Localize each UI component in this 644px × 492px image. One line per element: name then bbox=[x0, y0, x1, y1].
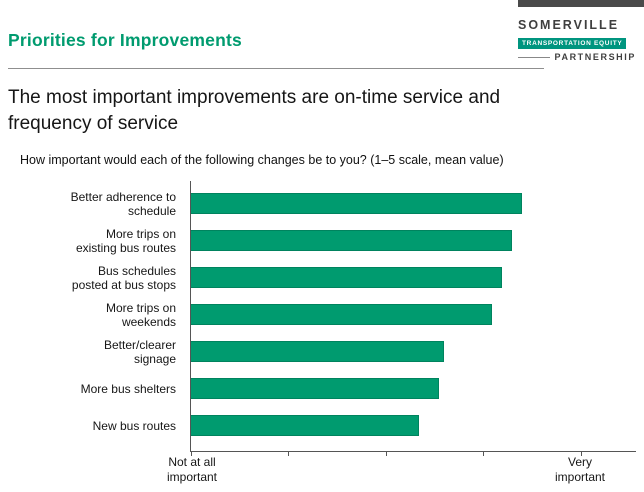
somerville-logo: SOMERVILLE TRANSPORTATION EQUITY PARTNER… bbox=[518, 0, 644, 62]
bar bbox=[190, 304, 493, 326]
bar-track bbox=[190, 378, 636, 400]
category-label: Better/clearer signage bbox=[103, 337, 176, 366]
chart-row: Better adherence to schedule bbox=[8, 185, 636, 222]
title-divider bbox=[8, 68, 544, 69]
bar-track bbox=[190, 230, 636, 252]
header: Priorities for Improvements SOMERVILLE T… bbox=[8, 0, 644, 62]
chart-question: How important would each of the followin… bbox=[20, 153, 504, 168]
category-label: Better adherence to schedule bbox=[70, 189, 176, 218]
category-label: Bus schedules posted at bus stops bbox=[71, 263, 176, 292]
chart-row: New bus routes bbox=[8, 407, 636, 444]
chart-row: More trips on weekends bbox=[8, 296, 636, 333]
page-title: Priorities for Improvements bbox=[8, 30, 242, 50]
chart-row: Better/clearer signage bbox=[8, 333, 636, 370]
logo-top-bar bbox=[518, 0, 644, 7]
x-axis-labels: Not at all important Very important bbox=[167, 455, 636, 489]
chart-row: Bus schedules posted at bus stops bbox=[8, 259, 636, 296]
bar-track bbox=[190, 193, 636, 215]
bar-track bbox=[190, 415, 636, 437]
bar-chart: Better adherence to schedule More trips o… bbox=[8, 181, 636, 457]
bar-track bbox=[190, 341, 636, 363]
logo-rule-line bbox=[518, 56, 550, 58]
category-label: New bus routes bbox=[92, 418, 176, 433]
logo-somerville-text: SOMERVILLE bbox=[518, 18, 620, 32]
x-axis-label-left: Not at all important bbox=[166, 455, 218, 484]
chart-row: More bus shelters bbox=[8, 370, 636, 407]
logo-partnership-row: PARTNERSHIP bbox=[518, 52, 636, 62]
chart-row: More trips on existing bus routes bbox=[8, 222, 636, 259]
bar bbox=[190, 415, 420, 437]
x-axis-label-right: Very important bbox=[554, 455, 606, 484]
category-label: More bus shelters bbox=[80, 381, 176, 396]
bar-track bbox=[190, 304, 636, 326]
bar bbox=[190, 341, 444, 363]
bar-track bbox=[190, 267, 636, 289]
headline: The most important improvements are on-t… bbox=[8, 87, 501, 134]
bar bbox=[190, 378, 439, 400]
logo-transportation-equity-badge: TRANSPORTATION EQUITY bbox=[518, 38, 627, 49]
bar bbox=[190, 267, 502, 289]
bar bbox=[190, 193, 522, 215]
bar bbox=[190, 230, 512, 252]
category-label: More trips on weekends bbox=[105, 300, 176, 329]
category-label: More trips on existing bus routes bbox=[75, 226, 176, 255]
chart-rows: Better adherence to schedule More trips o… bbox=[8, 185, 636, 444]
logo-partnership-text: PARTNERSHIP bbox=[554, 52, 636, 62]
